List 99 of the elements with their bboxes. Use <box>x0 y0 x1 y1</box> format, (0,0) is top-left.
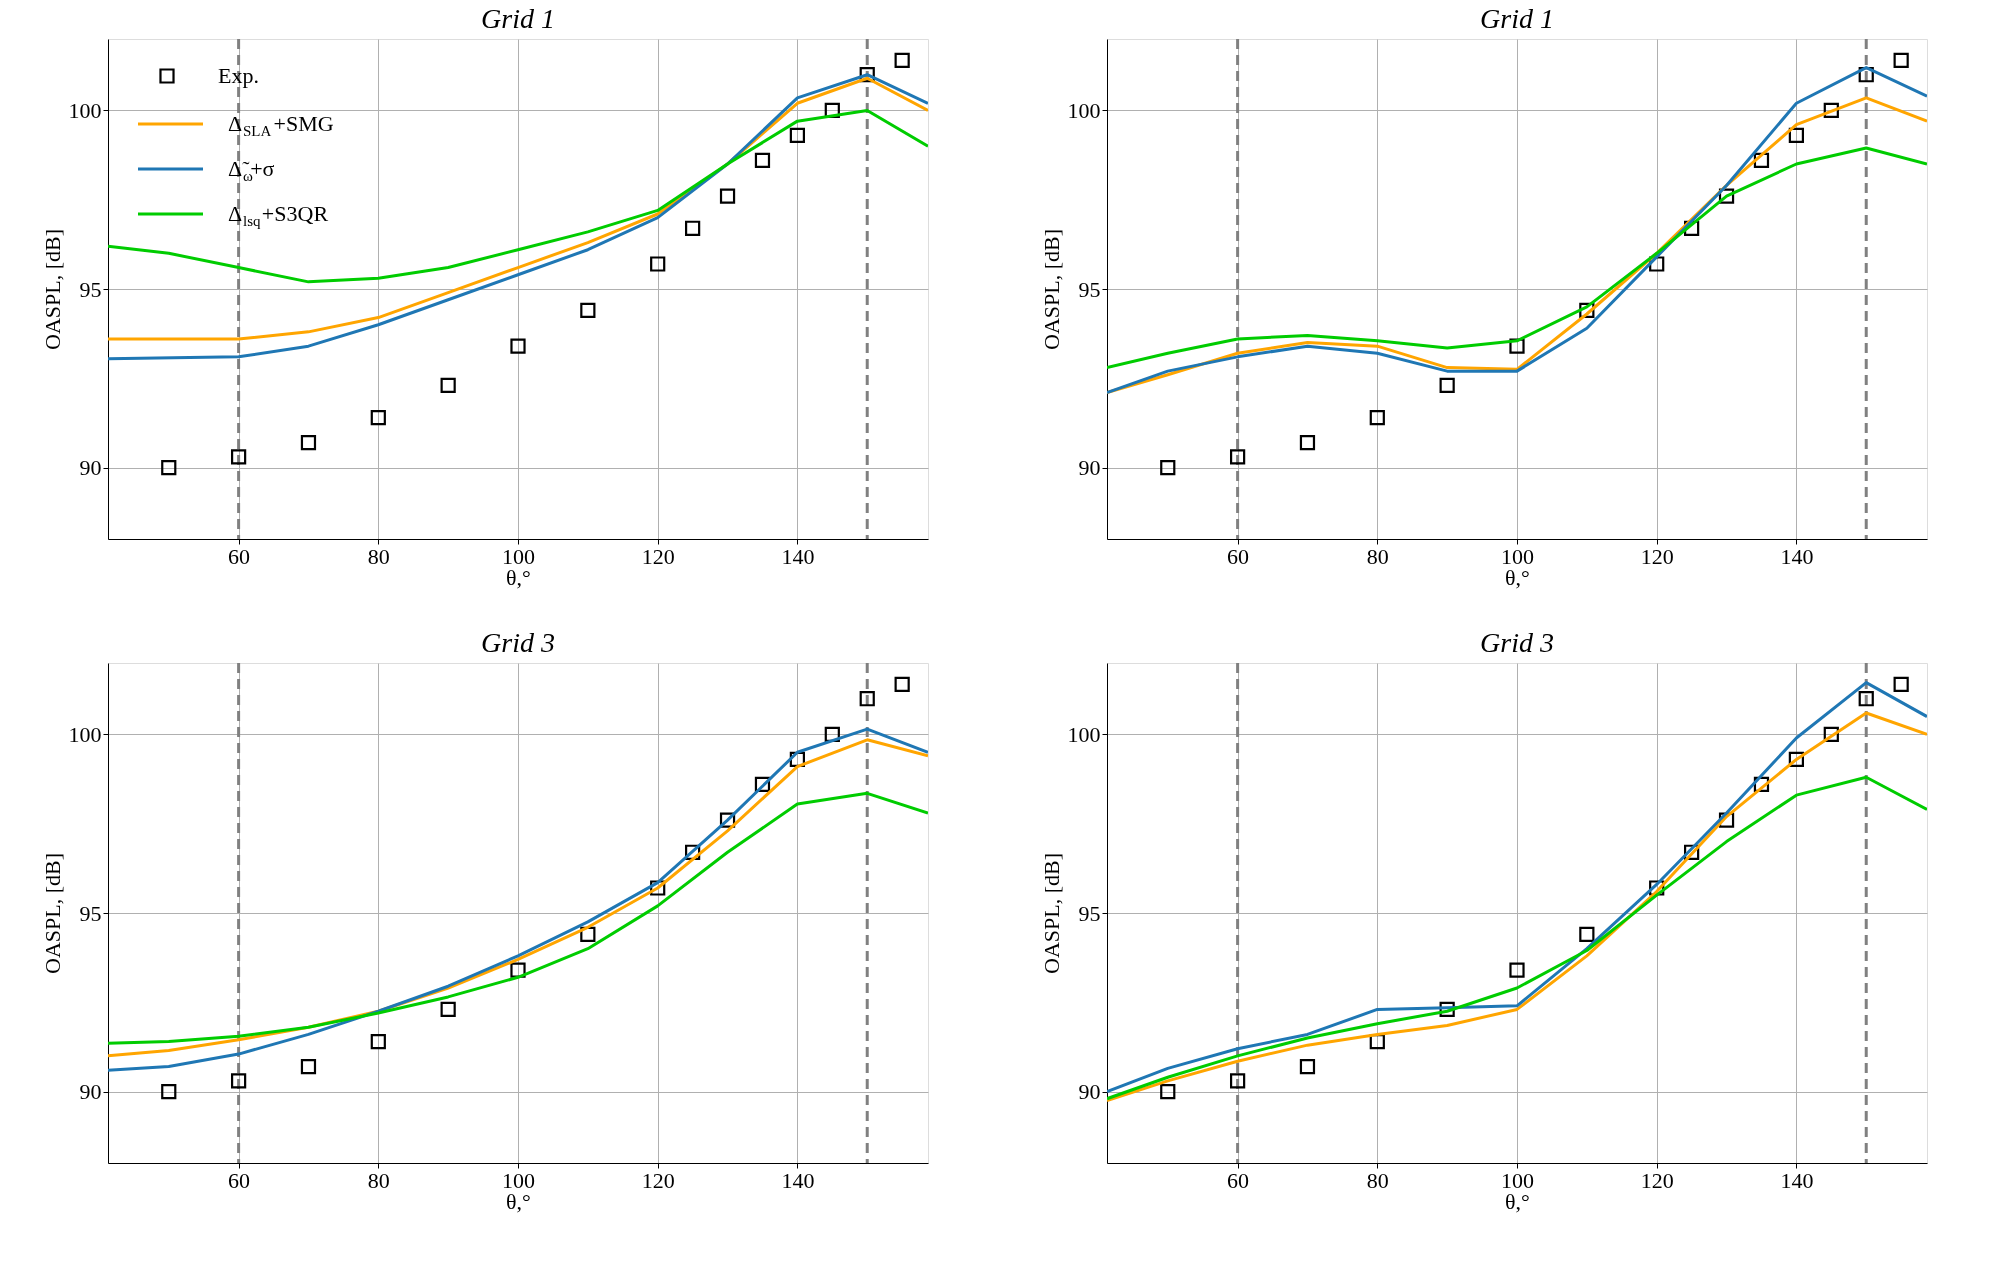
point <box>789 127 806 144</box>
point <box>859 691 875 707</box>
point <box>894 676 910 693</box>
y-tick-label: 95 <box>1078 276 1101 302</box>
point <box>440 1001 456 1018</box>
point <box>1753 152 1770 169</box>
x-tick-label: 80 <box>1366 1167 1389 1193</box>
point <box>859 67 875 83</box>
point <box>754 152 771 169</box>
point <box>1299 434 1316 451</box>
point <box>230 1073 247 1089</box>
x-tick-label: 140 <box>781 1167 815 1193</box>
y-tick-label: 90 <box>1078 455 1101 481</box>
x-tick-label: 80 <box>367 543 390 569</box>
x-tick-label: 80 <box>1366 543 1389 569</box>
point <box>754 776 771 793</box>
point <box>1858 67 1874 83</box>
x-tick-label: 60 <box>1227 1167 1250 1193</box>
chart-title: Grid 3 <box>481 626 555 658</box>
point <box>1299 1058 1316 1075</box>
point <box>650 256 666 272</box>
point <box>894 52 910 69</box>
point <box>1369 409 1385 426</box>
point <box>1649 880 1665 896</box>
x-tick-label: 80 <box>367 1167 390 1193</box>
point <box>650 880 666 896</box>
point <box>719 188 736 204</box>
point <box>1823 102 1839 119</box>
point <box>1229 449 1246 465</box>
chart-title: Grid 1 <box>1480 2 1554 34</box>
line-series <box>1107 146 1927 370</box>
point <box>1893 52 1909 69</box>
point <box>1509 338 1525 354</box>
point <box>824 726 840 743</box>
point <box>1893 676 1909 693</box>
y-axis-title: OASPL, [dB] <box>1038 852 1064 975</box>
point <box>685 220 701 236</box>
point <box>1858 691 1874 707</box>
line-series <box>108 791 928 1045</box>
y-tick-label: 95 <box>1078 900 1101 926</box>
chart-title: Grid 3 <box>1480 626 1554 658</box>
y-tick-label: 95 <box>79 276 102 302</box>
point <box>1369 1033 1385 1050</box>
x-tick-label: 120 <box>1640 1167 1674 1193</box>
y-tick-label: 90 <box>1078 1079 1101 1105</box>
y-tick-label: 95 <box>79 900 102 926</box>
y-tick-label: 90 <box>79 455 102 481</box>
x-tick-label: 60 <box>1227 543 1250 569</box>
x-tick-label: 120 <box>641 1167 675 1193</box>
point <box>1788 127 1805 144</box>
point <box>1718 188 1735 204</box>
y-axis-title: OASPL, [dB] <box>39 852 65 975</box>
legend-label: Exp. <box>218 63 259 88</box>
x-tick-label: 140 <box>1780 1167 1814 1193</box>
x-tick-label: 60 <box>228 1167 251 1193</box>
point <box>1439 377 1455 394</box>
point <box>510 338 526 354</box>
point <box>1788 751 1805 768</box>
point <box>1229 1073 1246 1089</box>
line-series <box>1107 775 1927 1101</box>
x-tick-label: 60 <box>228 543 251 569</box>
point <box>580 302 596 319</box>
point <box>1579 302 1595 319</box>
y-tick-label: 100 <box>1067 97 1101 123</box>
point <box>580 926 596 943</box>
point <box>1753 776 1770 793</box>
point <box>1439 1001 1455 1018</box>
point <box>719 812 736 828</box>
line-series <box>108 108 928 284</box>
x-tick-label: 120 <box>1640 543 1674 569</box>
y-axis-title: OASPL, [dB] <box>39 228 65 351</box>
point <box>370 1033 386 1050</box>
point <box>230 449 247 465</box>
point <box>161 1083 177 1100</box>
point <box>370 409 386 426</box>
x-tick-label: 120 <box>641 543 675 569</box>
chart-title: Grid 1 <box>481 2 555 34</box>
y-tick-label: 100 <box>68 721 102 747</box>
y-tick-label: 100 <box>1067 721 1101 747</box>
point <box>1509 962 1525 978</box>
point <box>685 844 701 860</box>
point <box>440 377 456 394</box>
point <box>161 459 177 476</box>
point <box>510 962 526 978</box>
point <box>1579 926 1595 943</box>
x-tick-label: 140 <box>1780 543 1814 569</box>
point <box>1823 726 1839 743</box>
x-tick-label: 140 <box>781 543 815 569</box>
point <box>1718 812 1735 828</box>
point <box>300 1058 317 1075</box>
y-tick-label: 90 <box>79 1079 102 1105</box>
point <box>1684 844 1700 860</box>
point <box>1160 459 1176 476</box>
y-axis-title: OASPL, [dB] <box>1038 228 1064 351</box>
point <box>1160 1083 1176 1100</box>
point <box>300 434 317 451</box>
y-tick-label: 100 <box>68 97 102 123</box>
point <box>789 751 806 768</box>
point <box>824 102 840 119</box>
